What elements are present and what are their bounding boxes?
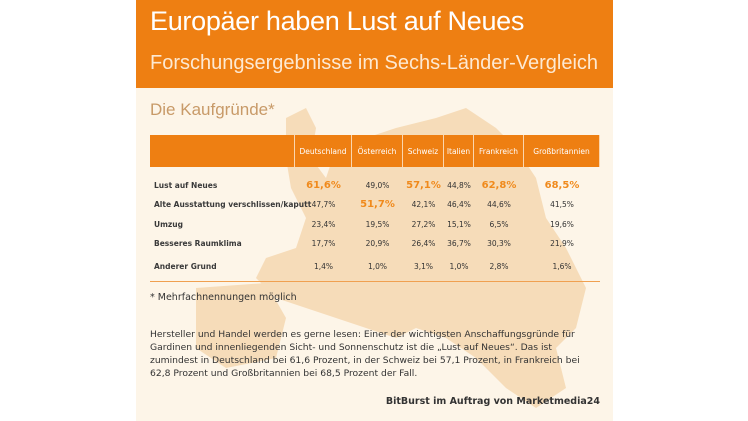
- page-title: Europäer haben Lust auf Neues: [150, 6, 525, 36]
- column-header: Schweiz: [403, 135, 444, 167]
- table-cell: 51,7%: [360, 198, 395, 210]
- table-cell: 26,4%: [411, 238, 436, 248]
- column-header: Großbritannien: [524, 135, 600, 167]
- page-subtitle: Forschungsergebnisse im Sechs-Länder-Ver…: [150, 52, 599, 74]
- table-cell: 49,0%: [365, 180, 390, 190]
- row-label: Lust auf Neues: [154, 180, 218, 190]
- column-header: Österreich: [352, 135, 403, 167]
- table-cell: 3,1%: [413, 261, 434, 271]
- table-cell: 1,0%: [367, 261, 388, 271]
- table-cell: 44,6%: [487, 199, 511, 209]
- table-header-empty: [150, 135, 295, 167]
- table-cell: 46,4%: [447, 199, 471, 209]
- row-label: Anderer Grund: [154, 261, 217, 271]
- section-title: Die Kaufgründe*: [150, 100, 275, 119]
- header-banner: Europäer haben Lust auf Neues Forschungs…: [136, 0, 613, 88]
- table-row: Alte Ausstattung verschlissen/kaputt 47,7…: [150, 196, 600, 212]
- footnote: * Mehrfachnennungen möglich: [150, 292, 297, 303]
- table-cell: 23,4%: [311, 219, 336, 229]
- table-cell: 19,6%: [550, 219, 574, 229]
- table-row: Besseres Raumklima 17,7% 20,9% 26,4% 36,7% 30…: [150, 235, 600, 251]
- column-header: Frankreich: [474, 135, 524, 167]
- credit-line: BitBurst im Auftrag von Marketmedia24: [385, 396, 600, 407]
- table-cell: 15,1%: [447, 219, 471, 229]
- table-cell: 61,6%: [306, 179, 341, 191]
- table-cell: 20,9%: [365, 238, 390, 248]
- table-cell: 57,1%: [406, 179, 441, 191]
- table-cell: 47,7%: [311, 199, 336, 209]
- table-header: Deutschland Österreich Schweiz Italien Frank…: [150, 135, 600, 167]
- table-cell: 19,5%: [365, 219, 390, 229]
- table-row: Umzug 23,4% 19,5% 27,2% 15,1% 6,5% 19,6%: [150, 216, 600, 232]
- table-cell: 36,7%: [447, 238, 471, 248]
- table-cell: 30,3%: [487, 238, 511, 248]
- column-header: Deutschland: [295, 135, 352, 167]
- table-cell: 42,1%: [411, 199, 436, 209]
- table-cell: 68,5%: [544, 179, 580, 191]
- table-row: Lust auf Neues 61,6% 49,0% 57,1% 44,8% 62,8% 6…: [150, 177, 600, 193]
- table-cell: 1,4%: [313, 261, 334, 271]
- table-cell: 1,0%: [449, 261, 469, 271]
- table-cell: 41,5%: [550, 199, 574, 209]
- table-cell: 1,6%: [552, 261, 572, 271]
- table-cell: 62,8%: [481, 179, 517, 191]
- table-bottom-rule: [150, 281, 600, 282]
- row-label: Alte Ausstattung verschlissen/kaputt: [154, 199, 312, 209]
- europe-map-background: [196, 108, 586, 408]
- table-cell: 21,9%: [550, 238, 574, 248]
- table-cell: 2,8%: [489, 261, 509, 271]
- infographic-card: Europäer haben Lust auf Neues Forschungs…: [136, 0, 613, 421]
- table-cell: 27,2%: [411, 219, 436, 229]
- table-row: Anderer Grund 1,4% 1,0% 3,1% 1,0% 2,8% 1,6%: [150, 258, 600, 274]
- row-label: Besseres Raumklima: [154, 238, 242, 248]
- row-label: Umzug: [154, 219, 183, 229]
- table-cell: 6,5%: [489, 219, 509, 229]
- table-cell: 17,7%: [311, 238, 336, 248]
- description-paragraph: Hersteller und Handel werden es gerne le…: [150, 329, 580, 379]
- column-header: Italien: [444, 135, 474, 167]
- table-cell: 44,8%: [447, 180, 471, 190]
